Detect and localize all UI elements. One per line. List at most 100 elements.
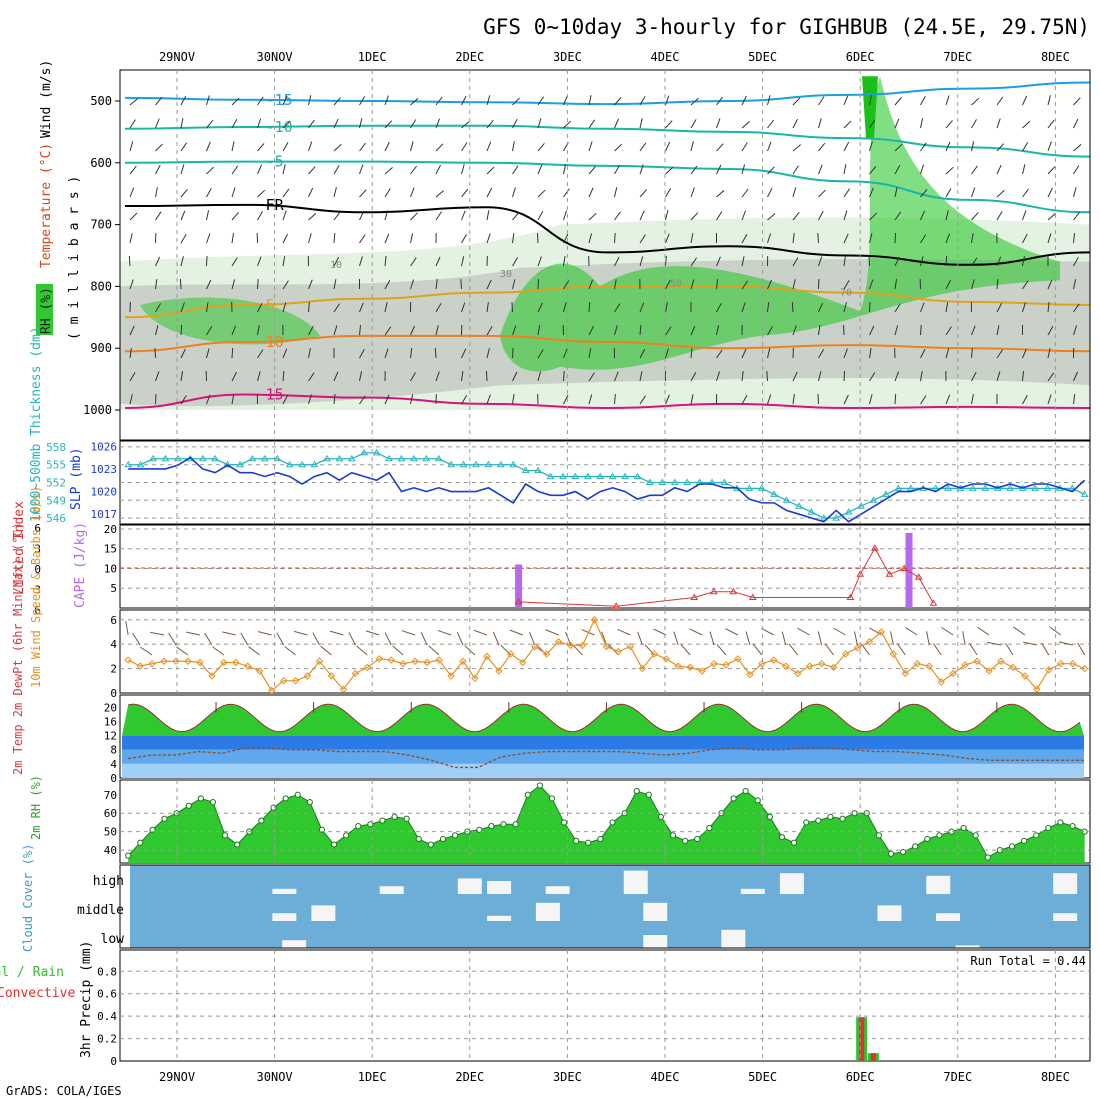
wind-barb (410, 119, 417, 129)
wind-barb (486, 348, 490, 359)
rh-point (682, 837, 689, 844)
wind-barb (971, 257, 978, 267)
surface-wind-barb (962, 631, 966, 646)
rh-green-region (140, 297, 320, 345)
wind-barb (333, 187, 337, 198)
wind-barb (894, 97, 902, 106)
wind-barb (384, 210, 389, 221)
wind-barb (461, 256, 465, 267)
cape-ticks: 6 3 0 3 6 5 10 15 20 (34, 522, 117, 617)
bottom-date-axis: 29NOV 30NOV 1DEC 2DEC 3DEC 4DEC 5DEC 6DEC 7DEC 8D… (159, 1070, 1070, 1084)
thickness-point (546, 472, 555, 480)
wind-barb (614, 118, 620, 129)
wind-barb (894, 393, 897, 405)
wind-barb (716, 256, 721, 267)
thickness-point (472, 460, 480, 468)
thickness-point (174, 454, 182, 462)
rh-point (488, 823, 495, 830)
wind-barb (180, 348, 186, 359)
dewpt-line (128, 747, 1085, 769)
surface-wind-barb (293, 630, 308, 636)
wind-barb (996, 256, 1002, 267)
rh-tick-label: 60 (104, 807, 117, 820)
wind-barb (614, 371, 619, 382)
wind-barb (639, 210, 645, 221)
wind-barb (333, 303, 341, 313)
wind-barb (537, 164, 543, 175)
wind-barb (996, 96, 1004, 106)
wind-barb (741, 280, 749, 290)
wind-barb (206, 141, 211, 152)
thickness-point (273, 454, 282, 462)
page-title: GFS 0~10day 3-hourly for GIGHBUB (24.5E,… (483, 15, 1090, 39)
bottom-date-7dec: 7DEC (943, 1070, 972, 1084)
surface-wind-barb (348, 632, 356, 646)
wind-barb (716, 118, 721, 129)
wind-barb (410, 212, 418, 221)
rh-point (343, 832, 350, 839)
wind-speed-point (805, 662, 814, 670)
wind-barb (767, 166, 775, 175)
wind-barb (716, 96, 723, 106)
wind-barb (333, 256, 340, 267)
wind-speed-point (626, 642, 635, 651)
thickness-point (484, 460, 493, 468)
thickness-point (1043, 484, 1052, 491)
wind-barb (563, 233, 569, 244)
wind-speed-point (459, 657, 467, 665)
wind-barb (435, 190, 444, 198)
cloud-cell (282, 940, 307, 948)
wind-barb (206, 326, 213, 336)
wind-barb (792, 233, 795, 244)
wind-barb (129, 394, 133, 405)
rh-point (887, 850, 895, 857)
credit: GrADS: COLA/IGES (6, 1084, 122, 1098)
isotherm-label: 15 (266, 386, 284, 404)
li-tick-label: 3 (34, 584, 41, 597)
wind-barb (639, 256, 644, 267)
wind-barb (1047, 119, 1055, 129)
wind-barb (894, 303, 901, 313)
thickness-point (782, 496, 791, 503)
wind-barb (741, 234, 748, 244)
thickness-point (931, 484, 940, 491)
wind-barb (511, 301, 513, 313)
rh-panel: 40 50 60 70 (104, 779, 1091, 864)
precip-tick-label: 0.8 (97, 965, 117, 978)
wind-barb (486, 119, 494, 129)
wind-barb (257, 278, 259, 290)
wind-barb (1047, 279, 1053, 290)
wind-barb (869, 95, 872, 106)
wind-barb (308, 233, 312, 244)
wind-speed-point (1009, 663, 1017, 672)
wind-speed-point (327, 672, 336, 680)
cloud-cell (487, 915, 512, 921)
cloud-level-labels: high middle low (77, 874, 124, 947)
thickness-point (658, 478, 667, 485)
wind-barb (537, 371, 542, 382)
wind-barb (359, 210, 365, 221)
wind-barb (639, 234, 646, 244)
wind-barb (665, 141, 671, 152)
li-point (929, 599, 938, 606)
rh-point (899, 848, 907, 856)
millibars-label: ( m i l l i b a r s ) (67, 176, 82, 340)
surface-wind-barb (637, 631, 643, 646)
wind-barb (563, 370, 565, 382)
wind-barb (996, 211, 1003, 221)
wind-barb (843, 256, 846, 267)
wind-barb (920, 348, 926, 359)
li-point (846, 593, 855, 600)
wind-barb (665, 348, 669, 359)
rh-point (512, 821, 519, 828)
surface-wind-barb (132, 632, 141, 646)
cloud-frame (119, 864, 1091, 949)
wind-barb (155, 256, 161, 267)
wind-barb (665, 233, 670, 244)
thickness-point (248, 454, 257, 462)
li-tick-label: 6 (34, 604, 41, 617)
wind-speed-point (734, 655, 742, 663)
wind-speed-point (184, 657, 192, 665)
wind-barb (843, 370, 846, 382)
wind-speed-point (961, 661, 969, 669)
